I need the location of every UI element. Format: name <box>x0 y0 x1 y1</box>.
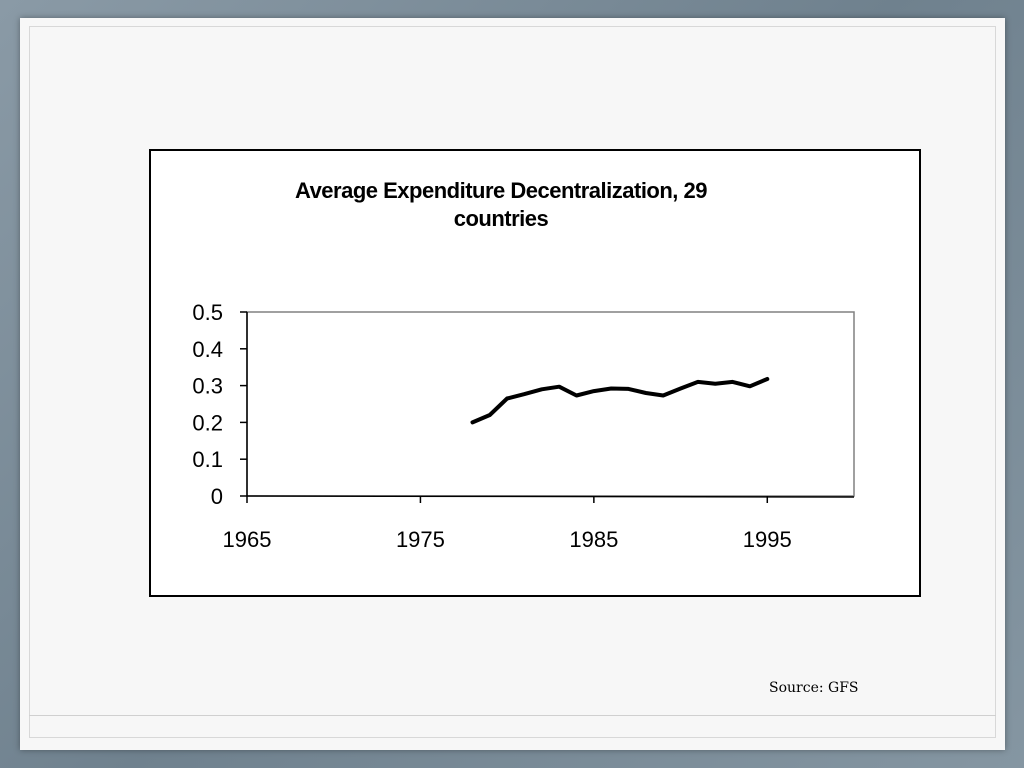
slide: Average Expenditure Decentralization, 29… <box>20 18 1005 750</box>
y-tick-label: 0.5 <box>192 300 223 325</box>
source-note: Source: GFS <box>769 680 859 696</box>
chart-title: Average Expenditure Decentralization, 29… <box>231 177 771 233</box>
x-tick-label: 1975 <box>396 527 445 552</box>
chart-title-line-1: Average Expenditure Decentralization, 29 <box>295 178 708 203</box>
x-axis <box>246 495 855 498</box>
y-tick-label: 0 <box>211 484 223 509</box>
x-tick-label: 1965 <box>223 527 272 552</box>
footer-divider <box>29 715 996 716</box>
chart-title-line-2: countries <box>453 206 549 231</box>
line-chart: 0 0.1 0.2 0.3 0.4 0.5 1965 1975 1985 1995 <box>192 300 855 552</box>
chart-container: Average Expenditure Decentralization, 29… <box>149 149 921 597</box>
series-line-1 <box>470 377 770 425</box>
y-tick-label: 0.2 <box>192 410 223 435</box>
plot-area-frame <box>246 311 855 497</box>
y-tick-label: 0.4 <box>192 337 223 362</box>
x-tick-label: 1985 <box>569 527 618 552</box>
x-tick-label: 1995 <box>743 527 792 552</box>
y-tick-label: 0.1 <box>192 447 223 472</box>
y-tick-label: 0.3 <box>192 374 223 399</box>
slide-border <box>29 26 996 738</box>
